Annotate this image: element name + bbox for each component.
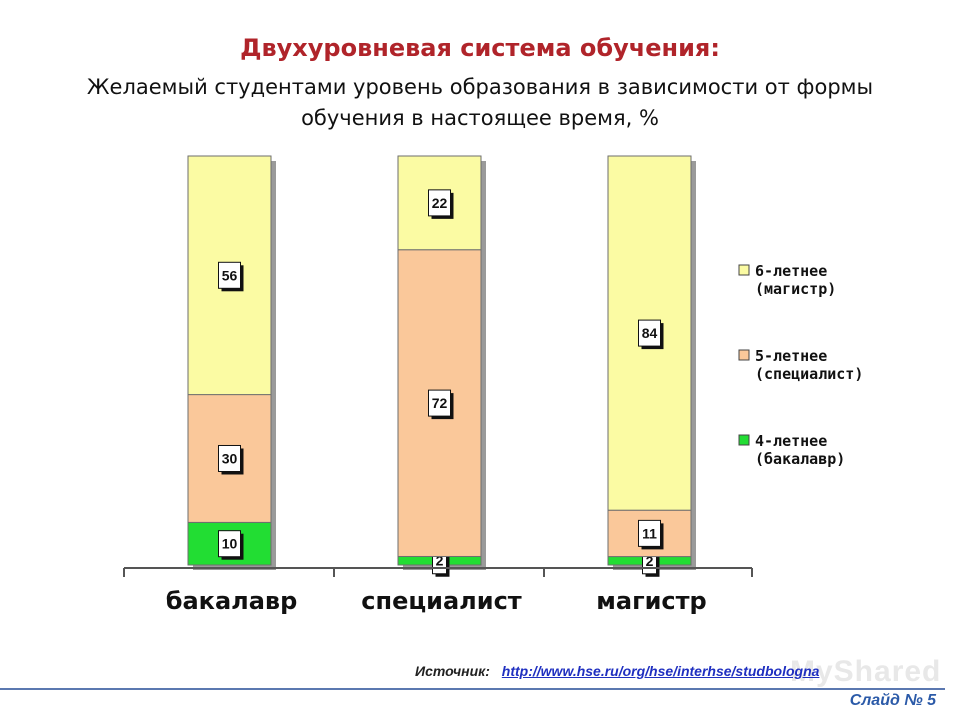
source-line: Источник: http://www.hse.ru/org/hse/inte… — [415, 663, 819, 679]
legend-label: (специалист) — [755, 365, 863, 383]
chart-subtitle: Желаемый студентами уровень образования … — [86, 75, 874, 130]
watermark-text: MyShared — [790, 655, 942, 688]
legend-label: 6-летнее — [755, 262, 827, 280]
legend-swatch — [738, 434, 750, 446]
source-label: Источник: — [415, 663, 490, 679]
legend-label: (бакалавр) — [755, 450, 845, 468]
legend-label: 5-летнее — [755, 347, 827, 365]
data-label: 30 — [222, 450, 238, 466]
slide-number: Слайд № 5 — [849, 692, 936, 709]
data-label: 22 — [432, 195, 448, 211]
data-label-box — [218, 261, 241, 289]
source-link[interactable]: http://www.hse.ru/org/hse/interhse/studb… — [501, 663, 820, 679]
data-label: 2 — [646, 553, 654, 569]
data-label: 84 — [642, 325, 658, 341]
legend-label: 4-летнее — [755, 432, 827, 450]
data-label-box — [428, 189, 451, 217]
x-tick-label: магистр — [596, 587, 706, 615]
data-label-box — [428, 389, 451, 417]
data-label-box — [638, 519, 661, 547]
data-label-box — [218, 530, 241, 558]
data-label: 10 — [222, 536, 238, 552]
data-label-box — [638, 319, 661, 347]
x-tick-label: бакалавр — [166, 587, 298, 615]
data-label: 56 — [222, 267, 238, 283]
data-label: 72 — [432, 395, 448, 411]
data-label-box — [218, 444, 241, 472]
footer-divider — [0, 688, 945, 690]
legend-label: (магистр) — [755, 280, 836, 298]
data-label: 2 — [436, 553, 444, 569]
legend-swatch — [738, 264, 750, 276]
chart-title: Двухуровневая система обучения: — [240, 34, 720, 62]
legend-swatch — [738, 349, 750, 361]
x-tick-label: специалист — [361, 587, 522, 615]
data-label: 11 — [642, 525, 657, 541]
